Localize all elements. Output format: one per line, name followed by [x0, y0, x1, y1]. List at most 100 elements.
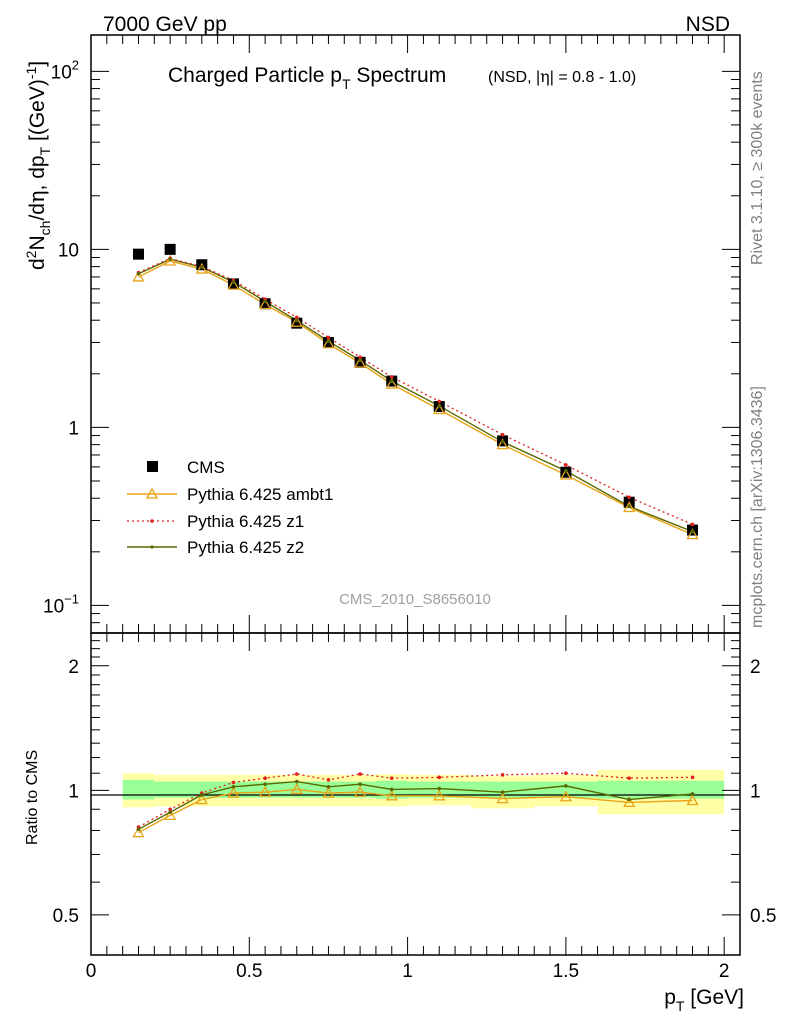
ratio-point-ambt1 [259, 785, 272, 797]
main-point-z2 [168, 257, 172, 262]
main-ytick-mantissa: 1 [68, 418, 79, 439]
main-point-ambt1 [132, 270, 145, 282]
plot-title: Charged Particle pT Spectrum [168, 64, 446, 92]
ratio-point-ambt1 [559, 790, 572, 802]
legend-item-z1: Pythia 6.425 z1 [127, 512, 304, 531]
main-point-ambt1 [385, 377, 398, 389]
cms-data-point [354, 356, 366, 368]
main-point-z1 [627, 495, 631, 500]
main-point-ambt1 [227, 278, 240, 290]
ratio-ytick-label: 2 [68, 657, 79, 678]
main-ytick-mantissa: 10 [58, 240, 79, 261]
ratio-point-z2 [437, 786, 442, 791]
main-point-z2 [326, 339, 331, 343]
main-ytick-label: 1 [68, 418, 79, 439]
ratio-point-ambt1 [496, 792, 509, 804]
y-axis-label: d2Nch/dη, dpT [(GeV)-1] [23, 61, 53, 270]
cms-data-point [259, 298, 271, 310]
ratio-ticks [90, 632, 741, 956]
ratio-point-ambt1 [353, 785, 367, 797]
ratio-point-ambt1 [195, 793, 208, 805]
ratio-point-z2 [326, 784, 331, 789]
legend-label-cms: CMS [187, 458, 225, 477]
title-main-sub: T [342, 76, 351, 92]
ratio-point-z1 [690, 775, 695, 780]
main-point-ambt1 [686, 528, 699, 540]
ratio-point-ambt1 [164, 809, 177, 821]
title-main-a: Charged Particle p [168, 64, 342, 87]
main-point-z1 [294, 315, 299, 320]
main-point-z2 [200, 265, 204, 269]
ratio-point-z2 [690, 792, 695, 796]
main-point-ambt1 [164, 254, 177, 266]
cms-data-point [164, 243, 176, 255]
analysis-watermark: CMS_2010_S8656010 [339, 591, 491, 608]
main-line-z1 [138, 257, 693, 526]
main-point-z2 [294, 318, 299, 323]
ratio-band-inner [470, 781, 535, 798]
main-point-z1 [564, 463, 568, 467]
ratio-point-z2 [500, 790, 505, 794]
ratio-point-z2 [263, 782, 267, 786]
ratio-point-ambt1 [433, 789, 446, 801]
plot-title-qualifier: (NSD, |η| = 0.8 - 1.0) [488, 67, 636, 86]
ratio-point-z1 [437, 775, 442, 780]
ratio-point-z2 [200, 793, 204, 797]
cms-data-point [132, 248, 144, 260]
ratio-point-z2 [358, 782, 362, 786]
ratio-y-axis-label: Ratio to CMS [24, 750, 41, 845]
title-qual-b: | = 0.8 - 1.0) [550, 69, 636, 86]
main-point-z2 [358, 358, 362, 363]
mcplots-label: mcplots.cern.ch [arXiv:1306.3436] [749, 386, 766, 628]
x-axis-label: pT [GeV] [664, 986, 744, 1014]
ratio-point-z1 [263, 776, 267, 780]
legend-item-ambt1: Pythia 6.425 ambt1 [127, 485, 333, 504]
main-point-z2 [627, 504, 631, 509]
ratio-point-ambt1 [322, 786, 335, 798]
legend-item-z2: Pythia 6.425 z2 [127, 538, 304, 557]
legend: CMS Pythia 6.425 ambt1 Pythia 6.425 z1 P… [127, 458, 333, 557]
x-tick-label: 1 [402, 961, 413, 982]
main-point-z2 [231, 280, 236, 284]
ratio-point-z2 [136, 827, 141, 832]
ratio-band-inner [122, 779, 155, 800]
main-point-ambt1 [322, 337, 335, 349]
main-point-z2 [136, 271, 141, 276]
ratio-point-z1 [168, 807, 172, 812]
main-point-z1 [389, 375, 394, 379]
x-tick-label: 1.5 [553, 961, 579, 982]
title-qual-a: (NSD, | [488, 69, 540, 86]
main-point-ambt1 [433, 403, 446, 415]
main-point-z1 [500, 432, 505, 437]
header-right: NSD [686, 13, 730, 36]
main-point-ambt1 [259, 298, 272, 310]
ratio-frame [90, 632, 741, 956]
main-point-z1 [326, 335, 331, 340]
main-point-z1 [690, 522, 695, 527]
title-qual-eta: η [540, 67, 550, 86]
ratio-ytick-label: 1 [68, 781, 79, 802]
legend-marker-z2 [150, 545, 154, 549]
main-ytick-exponent: 2 [72, 57, 79, 72]
ratio-point-ambt1 [290, 783, 303, 795]
main-ytick-exponent: −1 [64, 591, 79, 606]
main-ytick-mantissa: 10 [51, 62, 72, 83]
main-point-z2 [437, 404, 442, 408]
rivet-label: Rivet 3.1.10, ≥ 300k events [749, 71, 766, 265]
ratio-ytick-label: 0.5 [53, 906, 79, 927]
ratio-band-inner [597, 780, 725, 799]
legend-marker-ambt1 [145, 487, 159, 499]
main-point-ambt1 [353, 356, 367, 368]
main-point-ambt1 [195, 262, 208, 274]
ratio-point-z1 [627, 776, 631, 780]
ratio-point-z1 [358, 772, 362, 776]
ratio-point-z1 [389, 776, 394, 780]
ratio-point-z2 [564, 784, 568, 788]
main-point-ambt1 [623, 501, 636, 513]
ratio-ytick-labels: 0.5 0.5 1 1 2 2 [53, 657, 777, 927]
main-ytick-mantissa: 10 [43, 596, 64, 617]
main-point-z1 [437, 399, 442, 404]
ratio-point-z2 [294, 779, 299, 784]
